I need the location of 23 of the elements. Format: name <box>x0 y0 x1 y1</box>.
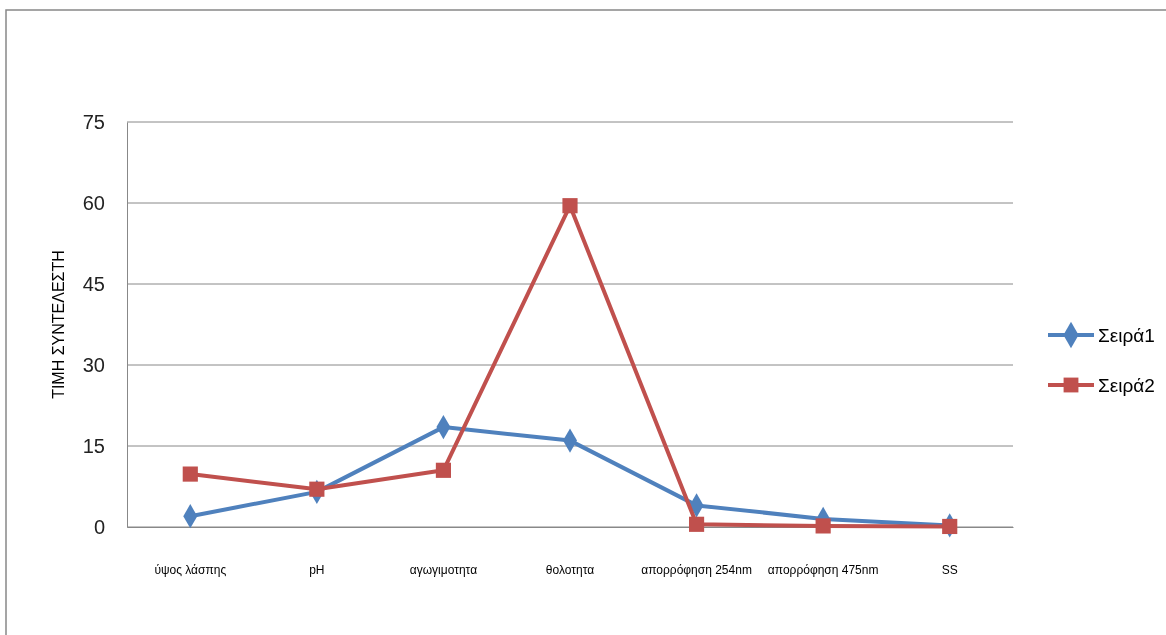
x-tick-label: απορρόφηση 475nm <box>767 562 879 577</box>
y-tick-label: 0 <box>93 515 105 538</box>
x-tick-label: απορρόφηση 254nm <box>641 562 752 577</box>
x-tick-label: SS <box>941 562 958 577</box>
y-tick-label: 30 <box>82 353 105 376</box>
point <box>688 516 705 532</box>
point <box>182 466 198 482</box>
x-tick-label: pH <box>309 562 325 577</box>
legend-label: Σειρά2 <box>1098 375 1155 396</box>
x-tick-label: αγωγιμοτητα <box>409 562 478 577</box>
y-axis-title: ΤΙΜΗ ΣΥΝΤΕΛΕΣΤΗ <box>50 250 67 399</box>
y-tick-label: 15 <box>82 434 105 457</box>
point <box>562 198 578 214</box>
point <box>435 462 452 478</box>
legend-label: Σειρά1 <box>1098 325 1155 346</box>
x-tick-label: ύψος λάσπης <box>154 562 227 577</box>
y-tick-label: 75 <box>82 110 105 133</box>
point <box>942 518 958 535</box>
point <box>309 481 325 497</box>
point <box>815 518 831 534</box>
y-tick-label: 45 <box>82 272 105 295</box>
x-tick-label: θολοτητα <box>545 562 595 577</box>
y-tick-label: 60 <box>82 191 105 214</box>
